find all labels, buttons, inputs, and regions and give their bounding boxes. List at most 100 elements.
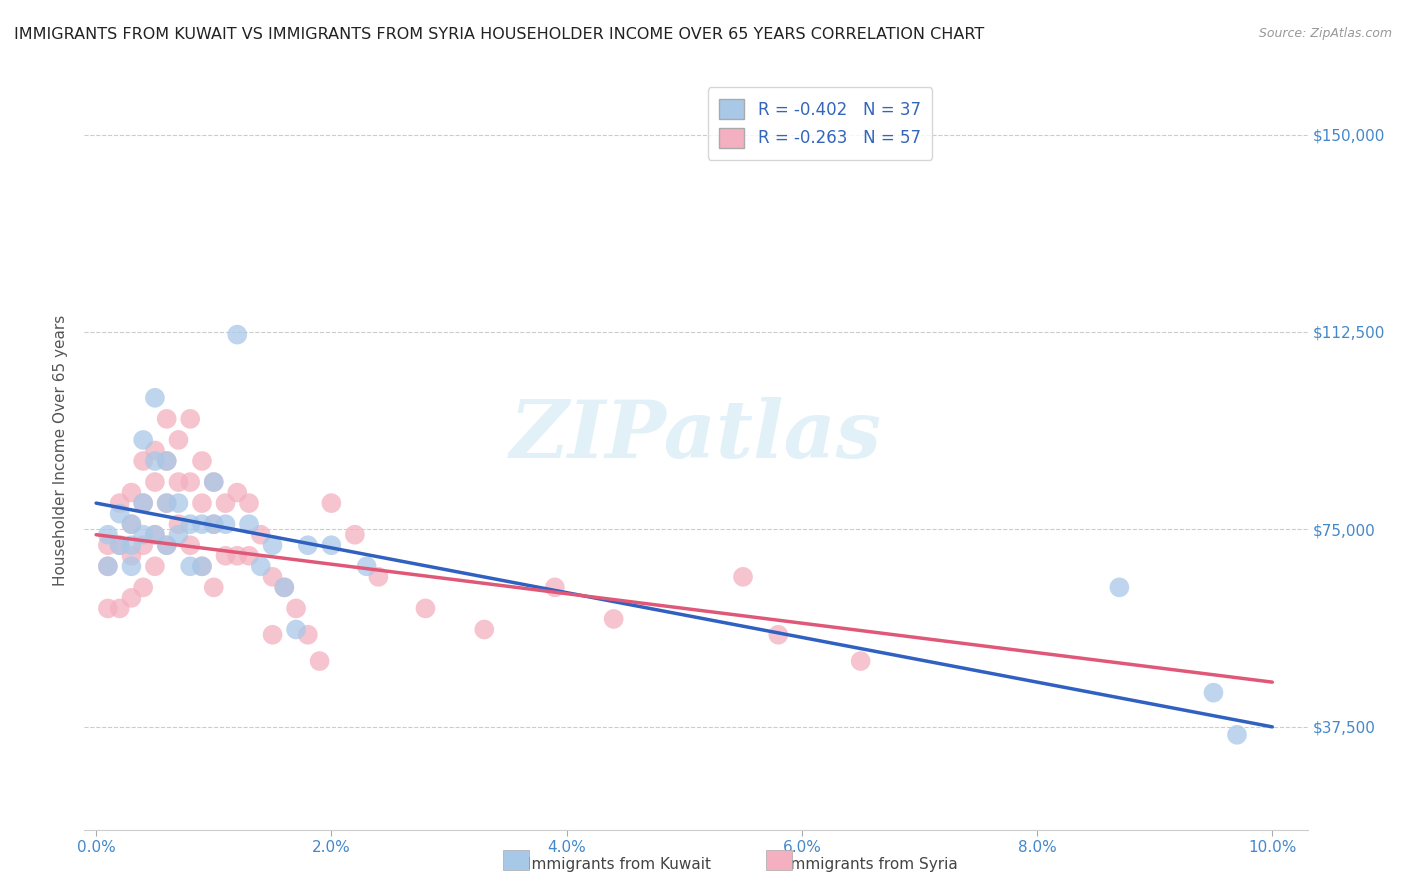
Point — [132, 538, 155, 552]
Point — [97, 559, 120, 574]
Point — [132, 527, 155, 541]
Point — [120, 549, 142, 563]
Point — [238, 549, 260, 563]
Point — [321, 538, 343, 552]
Point — [308, 654, 330, 668]
Point — [202, 517, 225, 532]
Point — [120, 538, 142, 552]
Point — [108, 538, 131, 552]
Legend: R = -0.402   N = 37, R = -0.263   N = 57: R = -0.402 N = 37, R = -0.263 N = 57 — [707, 87, 932, 160]
Point — [602, 612, 624, 626]
Point — [297, 538, 319, 552]
Point — [167, 433, 190, 447]
Point — [285, 623, 308, 637]
Point — [238, 517, 260, 532]
Point — [179, 559, 201, 574]
Text: Immigrants from Kuwait: Immigrants from Kuwait — [527, 857, 710, 872]
Point — [285, 601, 308, 615]
Point — [1108, 580, 1130, 594]
Point — [167, 517, 190, 532]
Point — [321, 496, 343, 510]
Point — [214, 549, 236, 563]
Point — [167, 527, 190, 541]
Point — [143, 527, 166, 541]
Point — [120, 591, 142, 605]
Point — [415, 601, 437, 615]
Point — [191, 454, 214, 468]
Point — [108, 601, 131, 615]
Point — [179, 517, 201, 532]
Point — [143, 454, 166, 468]
Point — [202, 475, 225, 489]
Point — [191, 517, 214, 532]
Point — [167, 475, 190, 489]
Point — [273, 580, 295, 594]
Point — [108, 538, 131, 552]
Point — [226, 549, 249, 563]
Point — [191, 496, 214, 510]
Point — [343, 527, 366, 541]
Point — [1226, 728, 1249, 742]
Point — [202, 517, 225, 532]
Point — [167, 496, 190, 510]
Point — [156, 538, 179, 552]
Point — [143, 475, 166, 489]
Point — [262, 538, 284, 552]
Point — [849, 654, 872, 668]
Point — [768, 628, 790, 642]
Point — [97, 559, 120, 574]
Point — [472, 623, 495, 637]
Point — [249, 527, 271, 541]
Point — [226, 327, 249, 342]
Point — [120, 485, 142, 500]
Point — [367, 570, 389, 584]
Text: Immigrants from Syria: Immigrants from Syria — [786, 857, 957, 872]
Point — [156, 496, 179, 510]
Text: Source: ZipAtlas.com: Source: ZipAtlas.com — [1258, 27, 1392, 40]
Point — [179, 475, 201, 489]
Point — [120, 559, 142, 574]
Point — [202, 580, 225, 594]
Bar — [503, 850, 529, 870]
Point — [132, 433, 155, 447]
Y-axis label: Householder Income Over 65 years: Householder Income Over 65 years — [53, 315, 69, 586]
Point — [262, 570, 284, 584]
Point — [143, 443, 166, 458]
Point — [132, 496, 155, 510]
Bar — [766, 850, 792, 870]
Point — [356, 559, 378, 574]
Point — [179, 412, 201, 426]
Point — [156, 538, 179, 552]
Point — [1202, 686, 1225, 700]
Point — [156, 412, 179, 426]
Point — [238, 496, 260, 510]
Point — [191, 559, 214, 574]
Point — [97, 601, 120, 615]
Point — [249, 559, 271, 574]
Point — [273, 580, 295, 594]
Point — [132, 496, 155, 510]
Point — [143, 391, 166, 405]
Text: ZIPatlas: ZIPatlas — [510, 397, 882, 474]
Point — [120, 517, 142, 532]
Point — [262, 628, 284, 642]
Point — [297, 628, 319, 642]
Point — [214, 496, 236, 510]
Point — [132, 454, 155, 468]
Point — [179, 538, 201, 552]
Point — [97, 527, 120, 541]
Point — [143, 559, 166, 574]
Point — [120, 517, 142, 532]
Point — [97, 538, 120, 552]
Point — [191, 559, 214, 574]
Point — [132, 580, 155, 594]
Point — [108, 496, 131, 510]
Point — [156, 496, 179, 510]
Point — [156, 454, 179, 468]
Point — [226, 485, 249, 500]
Point — [108, 507, 131, 521]
Point — [202, 475, 225, 489]
Point — [143, 527, 166, 541]
Point — [731, 570, 754, 584]
Point — [214, 517, 236, 532]
